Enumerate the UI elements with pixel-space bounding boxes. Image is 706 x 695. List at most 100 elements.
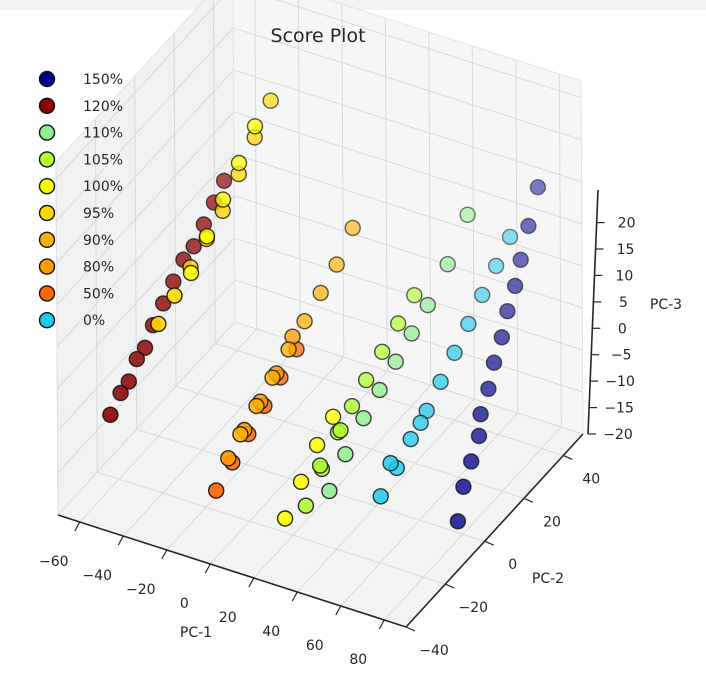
legend-marker (38, 97, 56, 115)
x-tick-label: 40 (262, 624, 280, 640)
data-point (460, 315, 477, 333)
legend-label: 105% (83, 152, 123, 168)
grid-line (233, 69, 582, 183)
data-point (374, 343, 391, 360)
x-axis-label: PC-1 (180, 625, 212, 641)
data-point (344, 219, 361, 237)
grid-line (383, 426, 562, 621)
x-tick-label: 80 (349, 652, 367, 668)
data-point (112, 384, 129, 402)
x-tick-mark (117, 535, 124, 546)
x-tick-label: −20 (126, 582, 156, 598)
y-tick-mark (484, 540, 494, 546)
grid-line (275, 0, 582, 99)
x-tick-mark (161, 549, 168, 560)
x-tick-mark (378, 619, 385, 630)
data-point (185, 238, 202, 255)
tick-labels: −60 −40 −20 0 20 40 60 80 −40 −20 0 20 40 −20 −15 −10 −5… (39, 216, 635, 668)
z-tick-label: 15 (617, 242, 635, 258)
y-tick-mark (523, 497, 534, 503)
data-point (485, 354, 503, 371)
legend-label: 95% (83, 206, 114, 222)
data-point (455, 478, 472, 495)
data-points (102, 92, 547, 530)
y-axis-line (405, 433, 584, 628)
data-point (262, 92, 279, 109)
data-point (166, 287, 183, 304)
data-point (432, 373, 449, 390)
y-tick-mark (445, 583, 455, 589)
z-tick-label: 20 (618, 216, 636, 232)
data-point (154, 295, 172, 312)
y-axis-label: PC-2 (532, 571, 564, 587)
legend-label: 90% (83, 233, 114, 249)
x-tick-mark (335, 605, 342, 616)
data-point (387, 353, 404, 370)
pane-edge (580, 80, 584, 435)
data-point (382, 455, 399, 472)
data-point (220, 450, 237, 467)
data-point (128, 350, 146, 368)
y-tick-label: −20 (459, 600, 489, 616)
data-point (332, 422, 349, 439)
z-tick-label: 5 (619, 295, 628, 311)
legend-label: 80% (83, 260, 114, 276)
data-point (230, 154, 248, 172)
legend: 150% 120% 110% 105% 100% 95% 90% 80% 50% 0% (38, 70, 123, 329)
data-point (321, 482, 338, 500)
grid-line (57, 279, 236, 474)
x-tick-label: −40 (83, 568, 113, 584)
z-tick-label: 0 (618, 321, 627, 337)
x-tick-label: 0 (180, 596, 189, 612)
legend-marker (38, 124, 56, 141)
data-point (501, 228, 519, 246)
data-point (472, 406, 489, 423)
grid-line (233, 111, 582, 225)
data-point (214, 191, 232, 208)
grid-line (233, 153, 583, 267)
x-tick-mark (248, 577, 255, 588)
data-point (150, 315, 167, 333)
data-point (182, 264, 200, 282)
pane-edge (55, 0, 206, 163)
z-tick-label: 10 (615, 268, 633, 284)
data-point (419, 296, 436, 314)
x-tick-mark (204, 563, 211, 574)
data-point (463, 453, 480, 470)
data-point (403, 325, 420, 342)
z-tick-label: −10 (605, 374, 635, 390)
z-tick-label: −5 (611, 348, 632, 364)
y-tick-label: 20 (543, 514, 561, 530)
data-point (297, 497, 315, 514)
grid-line (215, 342, 564, 456)
data-point (372, 488, 389, 505)
data-point (337, 446, 354, 463)
left-pane (56, 0, 235, 515)
data-point (487, 257, 505, 275)
grid-line (234, 195, 583, 309)
data-point (474, 286, 491, 304)
legend-label: 100% (83, 179, 123, 195)
grid-line (56, 153, 235, 348)
data-point (493, 329, 510, 346)
legend-marker (38, 177, 56, 195)
y-tick-mark (563, 454, 573, 460)
legend-label: 0% (83, 313, 105, 329)
data-point (328, 256, 345, 273)
z-tick-label: −20 (603, 427, 633, 443)
data-point (198, 228, 216, 245)
legend-marker (38, 231, 56, 249)
legend-marker (38, 285, 56, 302)
data-point (412, 414, 429, 431)
data-point (529, 178, 547, 196)
data-point (232, 426, 249, 443)
y-tick-label: 0 (508, 557, 517, 573)
grid-line (136, 428, 485, 542)
data-point (215, 172, 233, 190)
back-pane (233, 0, 583, 434)
data-point (311, 457, 329, 474)
data-point (308, 436, 326, 454)
y-tick-label: 40 (582, 471, 600, 487)
x-tick-label: −60 (39, 554, 69, 570)
data-point (406, 287, 423, 304)
